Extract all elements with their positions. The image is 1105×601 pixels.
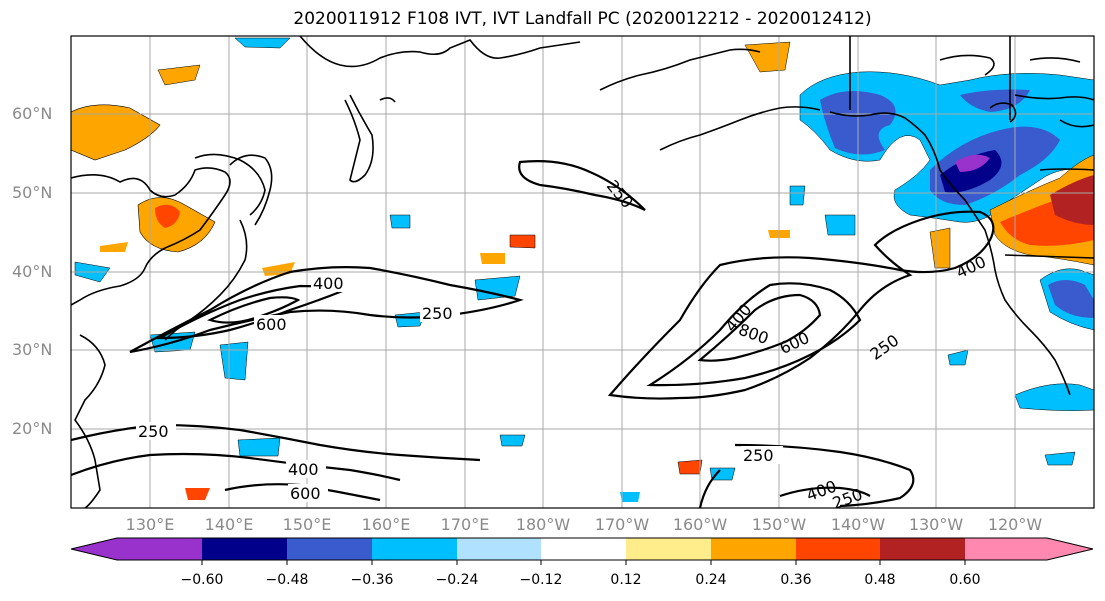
lon-label: 160°W [672,515,728,534]
lon-label: 160°E [361,515,411,534]
colorbar-outline [70,537,1094,561]
lat-label: 50°N [12,183,53,202]
colorbar-segment [202,538,287,560]
lon-label: 180°W [515,515,571,534]
colorbar-segment [880,538,965,560]
colorbar-tick-label: 0.36 [780,572,812,588]
negative-patch [234,37,291,49]
colorbar [70,537,1094,565]
plot-frame [70,35,1095,509]
negative-patch [499,434,526,447]
colorbar-tick-label: 0.24 [695,572,727,588]
colorbar-segment [117,538,202,560]
negative-patch [237,437,281,457]
colorbar-segment [626,538,711,560]
colorbar-extend-high [1047,538,1093,560]
lon-label: 140°E [204,515,254,534]
negative-patch [824,214,856,236]
contour-label: 250 [743,446,774,465]
ivt-contours [71,160,995,508]
positive-patch [509,234,536,249]
colorbar-segment [711,538,796,560]
negative-patch [620,492,640,502]
colorbar-tick-label: −0.60 [180,572,224,588]
colorbar-segment [457,538,541,560]
contour-label: 600 [290,484,321,503]
negative-patch [474,275,521,301]
lon-label: 140°W [830,515,886,534]
lon-label: 130°E [125,515,175,534]
lat-label: 30°N [12,340,53,359]
contour-label: 400 [313,274,344,293]
contour-label-group: 400 600 250 250 400 800 600 250 400 250 … [136,176,989,508]
positive-patch [71,104,161,161]
negative-patch [1048,280,1094,318]
positive-patch [677,459,703,475]
positive-patch [929,227,951,269]
colorbar-tick-label: −0.48 [265,572,309,588]
positive-patch [157,64,201,86]
negative-patch [1014,383,1094,411]
colorbar-tick-label: −0.24 [435,572,479,588]
colorbar-segment [796,538,880,560]
negative-patch [1044,451,1076,466]
positive-patch [185,488,210,500]
colorbar-tick-label: 0.12 [610,572,642,588]
colorbar-tick-label: 0.60 [949,572,981,588]
positive-patch [155,204,180,228]
colorbar-segment [541,538,626,560]
lat-label: 40°N [12,262,53,281]
negative-patch [789,185,806,206]
colorbar-segment [965,538,1047,560]
contour-label: 250 [138,422,169,441]
lon-label: 170°W [594,515,650,534]
colorbar-extend-low [71,538,117,560]
contour-label: 250 [422,304,453,323]
colorbar-tick-label: −0.36 [350,572,394,588]
positive-patch [1050,175,1094,225]
contour-label: 600 [256,315,287,334]
lat-label: 60°N [12,104,53,123]
lon-label: 130°W [908,515,964,534]
colorbar-tick-label: −0.12 [519,572,563,588]
contour-label: 400 [288,460,319,479]
negative-patch [947,349,969,366]
map-title: 2020011912 F108 IVT, IVT Landfall PC (20… [293,9,872,29]
colorbar-tick-label: 0.48 [864,572,896,588]
lon-label: 150°W [751,515,807,534]
lon-label: 150°E [282,515,332,534]
negative-patch [955,154,990,172]
positive-patch [1000,175,1094,246]
negative-patch [389,214,411,229]
negative-patch [709,467,736,481]
lat-label: 20°N [12,419,53,438]
lon-label: 170°E [440,515,490,534]
positive-patch [480,253,505,264]
colorbar-segment [287,538,372,560]
colorbar-segment [372,538,457,560]
negative-patch [394,311,426,328]
positive-patch [100,242,128,252]
lon-label: 120°W [987,515,1043,534]
negative-patch [219,341,249,381]
